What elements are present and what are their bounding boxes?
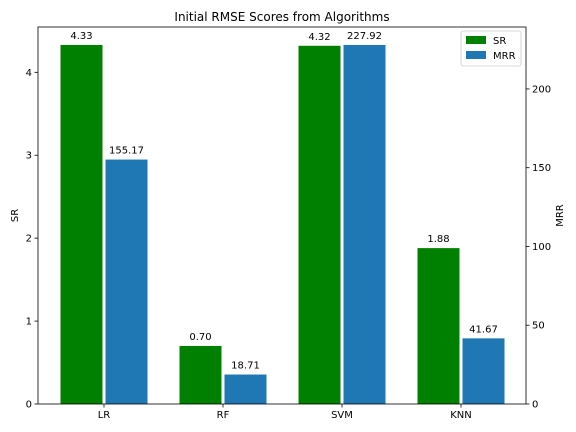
chart-title: Initial RMSE Scores from Algorithms bbox=[174, 10, 389, 24]
y-axis-right: 0 50 100 150 200 bbox=[526, 84, 551, 411]
y-left-tick-label: 4 bbox=[26, 68, 32, 79]
data-label-sr-svm: 4.32 bbox=[308, 32, 330, 43]
legend-swatch-sr bbox=[466, 36, 486, 44]
data-label-mrr-lr: 155.17 bbox=[109, 146, 144, 157]
legend-label-mrr: MRR bbox=[493, 51, 516, 62]
y-right-tick-label: 100 bbox=[532, 242, 551, 253]
x-axis: LR RF SVM KNN bbox=[98, 404, 472, 421]
y-left-tick-label: 0 bbox=[26, 400, 32, 411]
data-label-mrr-rf: 18.71 bbox=[231, 361, 260, 372]
bars-group bbox=[60, 44, 505, 405]
y-right-tick-label: 0 bbox=[532, 400, 538, 411]
y-axis-right-label: MRR bbox=[555, 204, 566, 227]
y-left-tick-label: 3 bbox=[26, 151, 32, 162]
bar-sr-rf bbox=[179, 345, 222, 404]
y-left-tick-label: 1 bbox=[26, 317, 32, 328]
bar-mrr-svm bbox=[343, 44, 386, 404]
data-labels-group: 4.33 0.70 4.32 1.88 155.17 18.71 227.92 41.67 bbox=[70, 31, 497, 372]
y-right-tick-label: 200 bbox=[532, 84, 551, 95]
x-tick-label: KNN bbox=[450, 410, 472, 421]
legend: SR MRR bbox=[460, 30, 522, 67]
x-tick-label: SVM bbox=[331, 410, 353, 421]
y-right-tick-label: 50 bbox=[532, 321, 545, 332]
bar-sr-svm bbox=[298, 45, 341, 405]
bar-mrr-knn bbox=[462, 338, 505, 404]
y-right-tick-label: 150 bbox=[532, 163, 551, 174]
data-label-mrr-knn: 41.67 bbox=[469, 324, 498, 335]
data-label-sr-knn: 1.88 bbox=[427, 234, 449, 245]
x-tick-label: RF bbox=[217, 410, 230, 421]
bar-mrr-rf bbox=[224, 374, 267, 404]
data-label-sr-lr: 4.33 bbox=[70, 31, 92, 42]
data-label-sr-rf: 0.70 bbox=[189, 332, 211, 343]
legend-label-sr: SR bbox=[493, 36, 506, 47]
legend-swatch-mrr bbox=[466, 51, 486, 59]
y-axis-left: 0 1 2 3 4 bbox=[26, 68, 38, 411]
y-axis-left-label: SR bbox=[10, 209, 21, 222]
y-left-tick-label: 2 bbox=[26, 234, 32, 245]
bar-sr-lr bbox=[60, 44, 103, 404]
bar-sr-knn bbox=[417, 248, 460, 404]
data-label-mrr-svm: 227.92 bbox=[347, 31, 382, 42]
bar-mrr-lr bbox=[105, 159, 148, 404]
x-tick-label: LR bbox=[98, 410, 111, 421]
plot-frame bbox=[37, 26, 527, 405]
